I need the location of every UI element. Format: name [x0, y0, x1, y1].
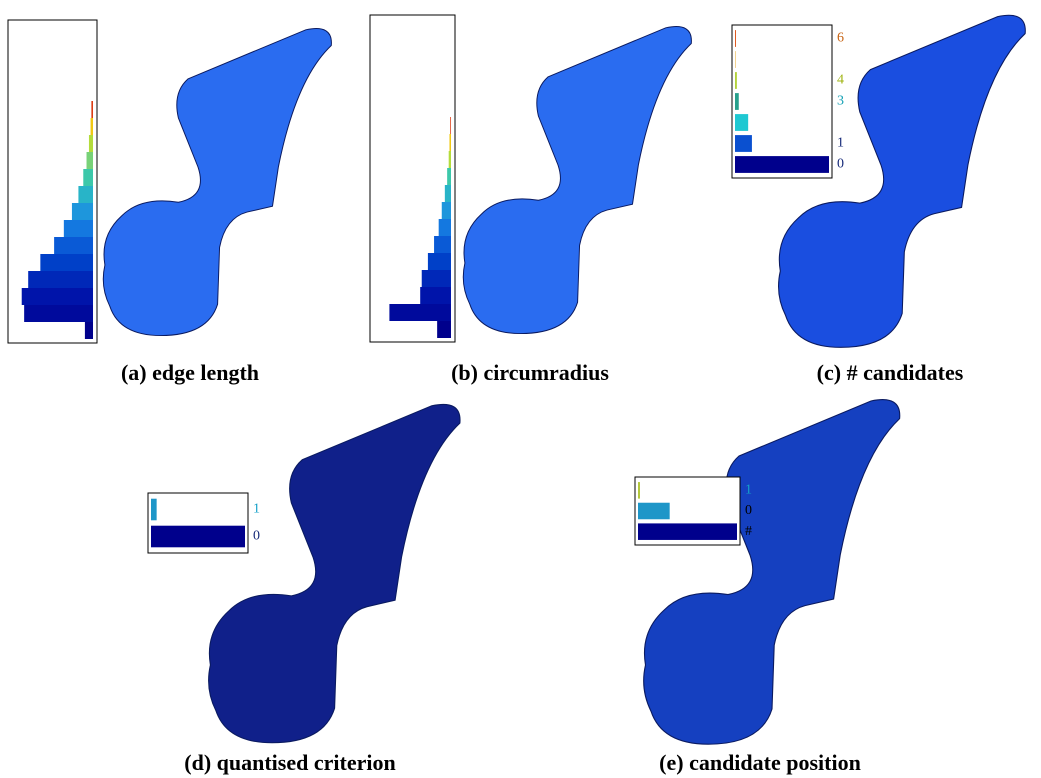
histogram-bar — [735, 156, 829, 173]
histogram-label: 1 — [253, 502, 260, 517]
histogram-bar — [735, 135, 752, 152]
histogram-label: 0 — [253, 529, 260, 544]
histogram-bar — [447, 168, 451, 185]
histogram-bar — [54, 237, 93, 254]
histogram-bar — [84, 322, 93, 339]
histogram-bar — [437, 321, 451, 338]
mesh-render — [102, 28, 332, 337]
histogram-bar — [86, 152, 93, 169]
histogram-bar — [735, 72, 737, 89]
histogram-bar — [21, 288, 93, 305]
histogram-bar — [421, 270, 451, 287]
histogram-label: 1 — [745, 483, 752, 498]
histogram-label: 3 — [837, 94, 844, 109]
histogram-bar — [78, 186, 93, 203]
histogram-frame — [731, 24, 833, 179]
histogram-bar — [735, 30, 736, 47]
caption: (d) quantised criterion — [184, 750, 395, 775]
histogram-bar — [83, 169, 93, 186]
caption: (c) # candidates — [817, 360, 964, 385]
histogram-bar — [71, 203, 93, 220]
histogram-label: 4 — [837, 73, 844, 88]
caption: (b) circumradius — [451, 360, 609, 385]
histogram-bar — [450, 117, 451, 134]
histogram-label: 0 — [745, 503, 752, 518]
caption: (a) edge length — [121, 360, 259, 385]
histogram-bar — [444, 185, 451, 202]
histogram-bar — [441, 202, 451, 219]
histogram-bar — [638, 502, 670, 520]
histogram-bar — [40, 254, 93, 271]
histogram-bar — [427, 253, 451, 270]
histogram-label: 1 — [837, 136, 844, 151]
histogram-bar — [735, 114, 749, 131]
histogram-bar — [735, 93, 739, 110]
mesh-render — [462, 26, 692, 335]
histogram-bar — [28, 271, 94, 288]
histogram-bar — [90, 118, 93, 135]
histogram-bar — [448, 151, 451, 168]
histogram-bar — [151, 498, 157, 521]
mesh-render — [208, 403, 461, 744]
histogram-bar — [389, 304, 451, 321]
mesh-render — [643, 399, 901, 745]
histogram-bar — [449, 134, 451, 151]
histogram-bar — [88, 135, 93, 152]
caption: (e) candidate position — [659, 750, 861, 775]
histogram-bar — [420, 287, 451, 304]
histogram-bar — [638, 482, 640, 499]
histogram-bar — [638, 523, 737, 540]
histogram-label: 6 — [837, 31, 844, 46]
histogram-label: 0 — [837, 157, 844, 172]
histogram-bar — [63, 220, 93, 237]
histogram-bar — [24, 305, 93, 322]
histogram-bar — [438, 219, 451, 236]
histogram-bar — [91, 101, 93, 118]
histogram-bar — [151, 525, 245, 548]
histogram-bar — [434, 236, 451, 253]
histogram-label: # — [745, 524, 752, 539]
